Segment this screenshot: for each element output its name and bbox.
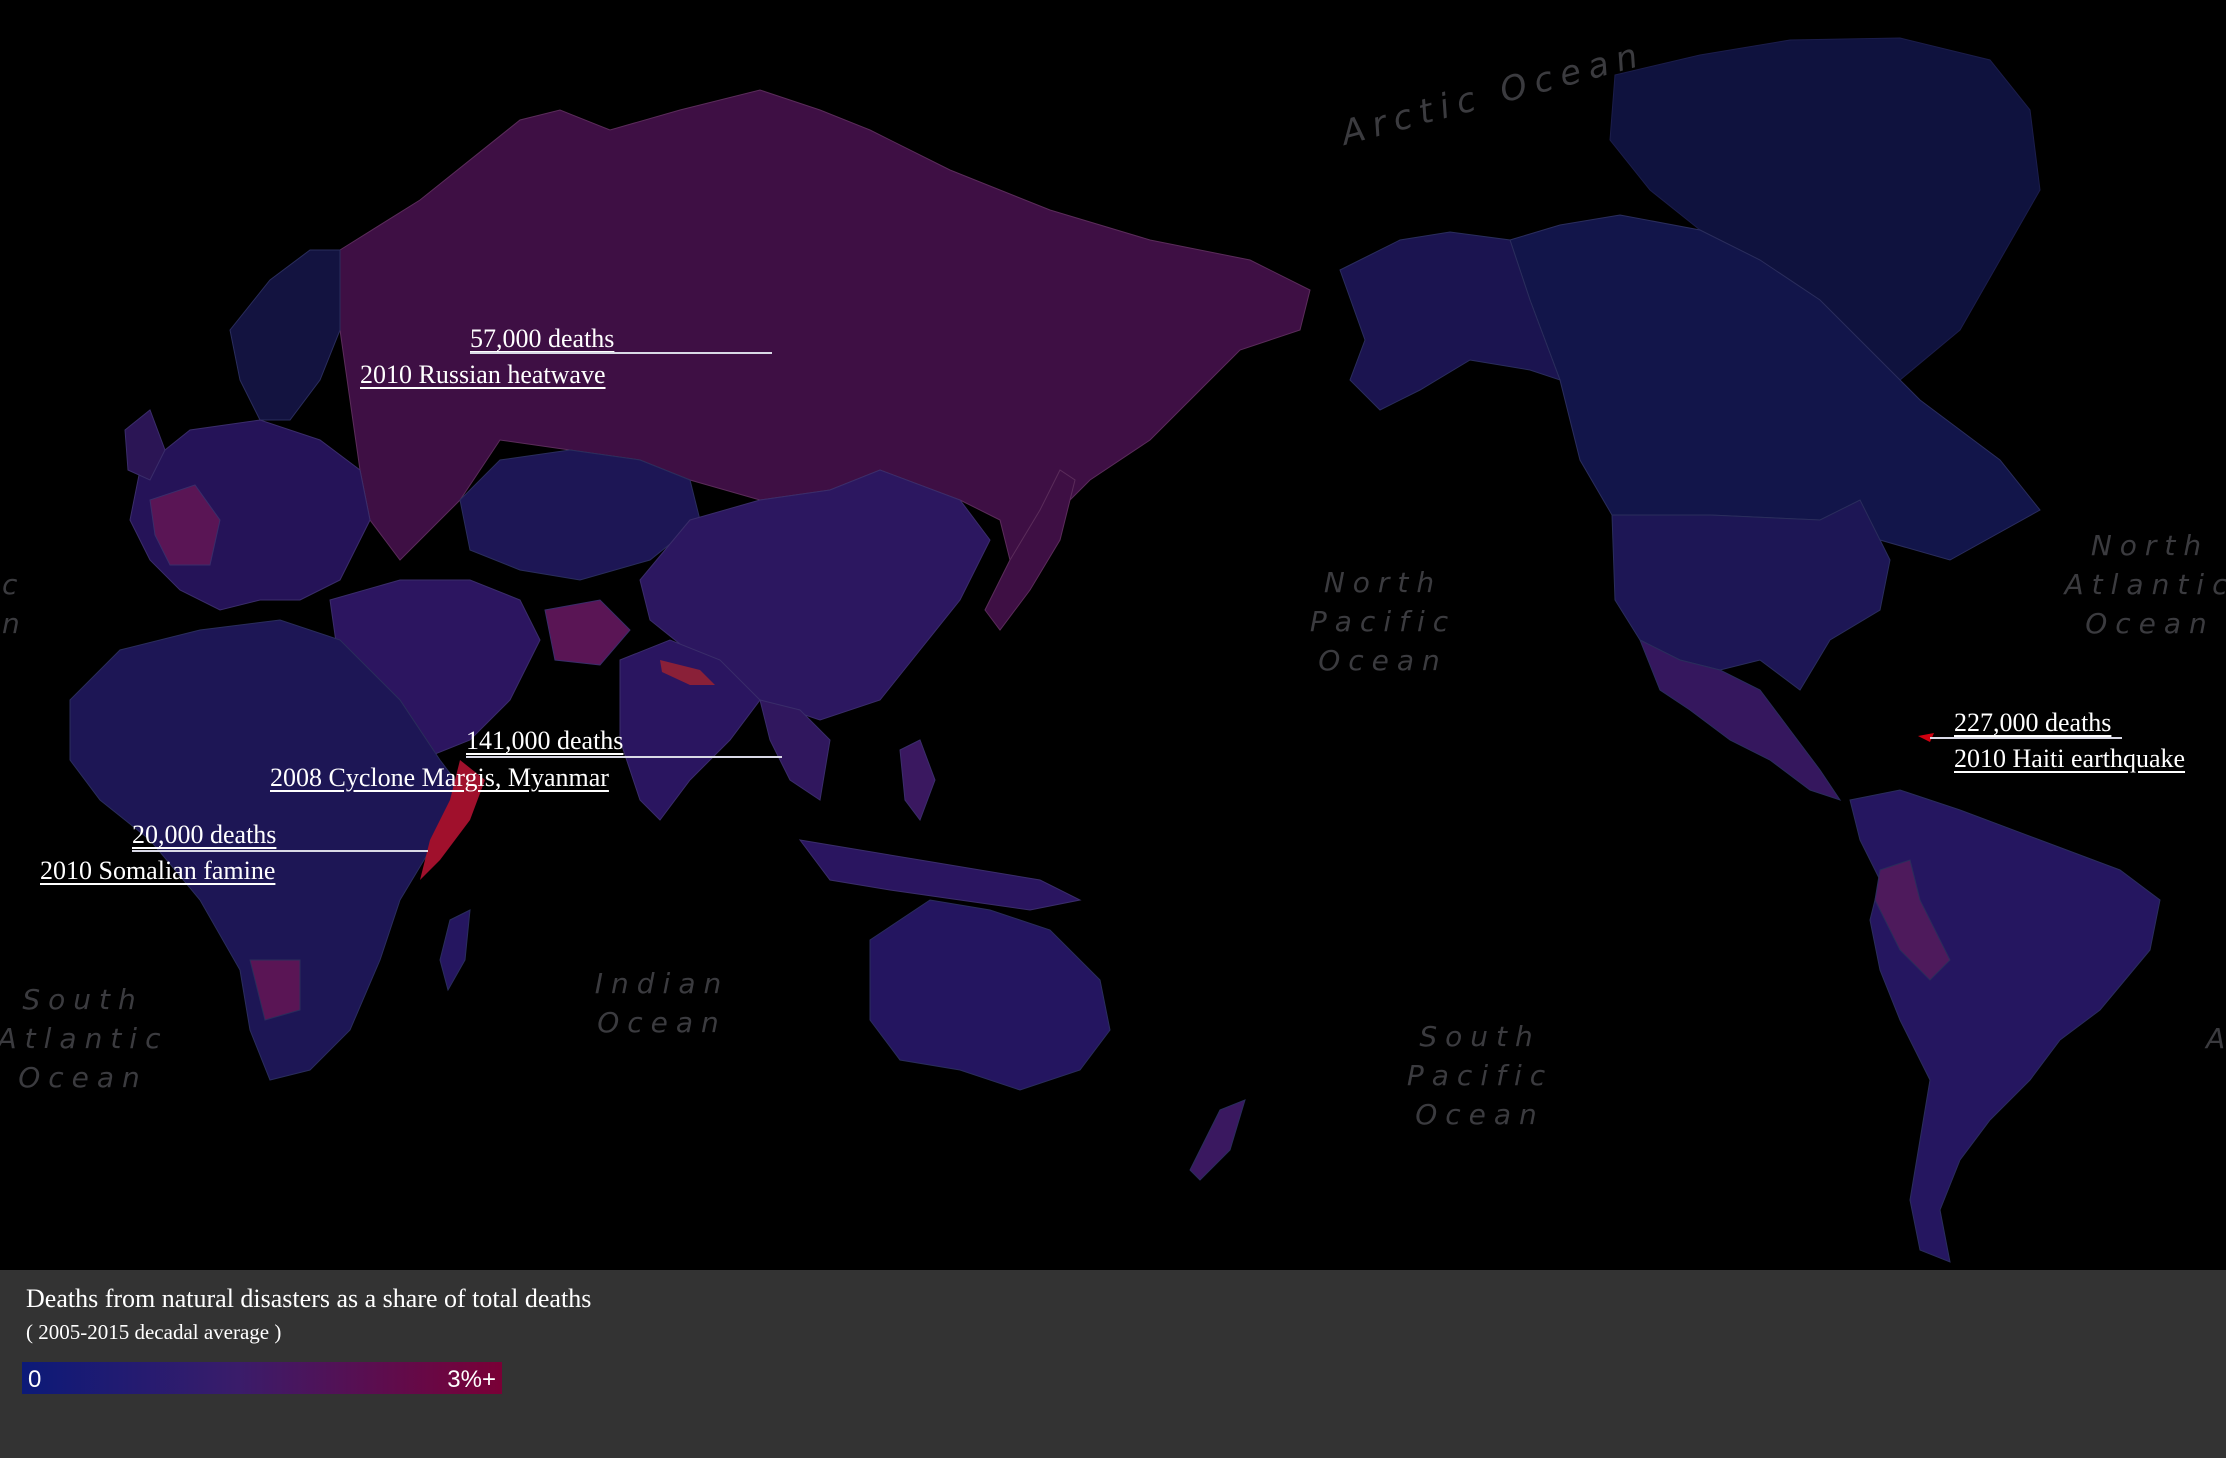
- annotation-myanmar-event: 2008 Cyclone Margis, Myanmar: [270, 763, 609, 792]
- ocean-label-edge-left-2: n: [2, 607, 28, 640]
- japan[interactable]: [984, 469, 1076, 631]
- philippines[interactable]: [899, 739, 936, 822]
- annotation-somalia-leader: [132, 850, 428, 852]
- ocean-label-arctic: Arctic Ocean: [1335, 34, 1650, 154]
- world-map[interactable]: Arctic Ocean North Pacific Ocean North A…: [0, 0, 2226, 1270]
- greenland[interactable]: [1609, 37, 2041, 381]
- france[interactable]: [149, 484, 221, 566]
- ocean-label-south-pacific-3: Ocean: [1415, 1098, 1545, 1131]
- peru[interactable]: [1874, 859, 1951, 981]
- indonesia[interactable]: [798, 839, 1082, 911]
- ocean-label-south-atlantic-3: Ocean: [18, 1061, 148, 1094]
- ocean-label-north-atlantic-1: North: [2091, 529, 2209, 562]
- legend-subtitle: ( 2005-2015 decadal average ): [26, 1320, 282, 1344]
- mexico[interactable]: [1639, 638, 1842, 801]
- legend-min-label: 0: [28, 1366, 42, 1393]
- ocean-label-edge-right: A: [2204, 1022, 2226, 1055]
- madagascar[interactable]: [439, 909, 471, 992]
- ocean-label-south-pacific-2: Pacific: [1407, 1059, 1553, 1092]
- united-kingdom[interactable]: [124, 409, 166, 481]
- legend-color-scale: 0 3%+: [22, 1362, 502, 1394]
- annotation-haiti-leader: [1930, 737, 2122, 739]
- ocean-label-north-pacific-3: Ocean: [1318, 644, 1448, 677]
- south-america[interactable]: [1849, 789, 2161, 1263]
- annotation-russia-event: 2010 Russian heatwave: [360, 360, 606, 389]
- somalia[interactable]: [420, 760, 485, 880]
- legend-panel: Deaths from natural disasters as a share…: [0, 1270, 2226, 1458]
- namibia[interactable]: [249, 959, 301, 1021]
- canada[interactable]: [1509, 214, 2041, 561]
- ocean-label-south-pacific-1: South: [1419, 1020, 1540, 1053]
- ocean-label-north-pacific-2: Pacific: [1310, 605, 1456, 638]
- ocean-label-north-atlantic-3: Ocean: [2085, 607, 2215, 640]
- annotation-somalia-deaths: 20,000 deaths: [132, 820, 277, 849]
- ocean-label-south-atlantic-2: Atlantic: [0, 1022, 168, 1055]
- scandinavia[interactable]: [229, 249, 341, 421]
- ocean-label-indian-2: Ocean: [597, 1006, 727, 1039]
- ocean-label-south-atlantic-1: South: [22, 983, 143, 1016]
- annotation-russia-leader: [470, 352, 772, 354]
- haiti[interactable]: [1918, 733, 1934, 742]
- india[interactable]: [619, 639, 761, 821]
- annotation-russia-deaths: 57,000 deaths: [470, 324, 615, 353]
- legend-max-label: 3%+: [447, 1366, 496, 1393]
- china[interactable]: [639, 469, 991, 721]
- ocean-label-north-atlantic-2: Atlantic: [2063, 568, 2226, 601]
- southeast-asia[interactable]: [759, 699, 831, 801]
- annotation-myanmar-deaths: 141,000 deaths: [466, 726, 624, 755]
- australia[interactable]: [869, 899, 1111, 1091]
- legend-title: Deaths from natural disasters as a share…: [26, 1284, 592, 1313]
- choropleth-map[interactable]: Arctic Ocean North Pacific Ocean North A…: [0, 0, 2226, 1270]
- annotation-haiti-deaths: 227,000 deaths: [1954, 708, 2112, 737]
- annotation-somalia-event: 2010 Somalian famine: [40, 856, 276, 885]
- nepal[interactable]: [660, 660, 715, 685]
- annotation-myanmar-leader: [466, 756, 782, 758]
- afghanistan[interactable]: [544, 599, 631, 666]
- alaska[interactable]: [1339, 231, 1561, 411]
- annotation-haiti-event: 2010 Haiti earthquake: [1954, 744, 2186, 773]
- ocean-label-north-pacific-1: North: [1324, 566, 1442, 599]
- ocean-label-indian-1: Indian: [595, 967, 729, 1000]
- new-zealand[interactable]: [1189, 1099, 1246, 1181]
- ocean-label-edge-left-1: c: [2, 568, 25, 601]
